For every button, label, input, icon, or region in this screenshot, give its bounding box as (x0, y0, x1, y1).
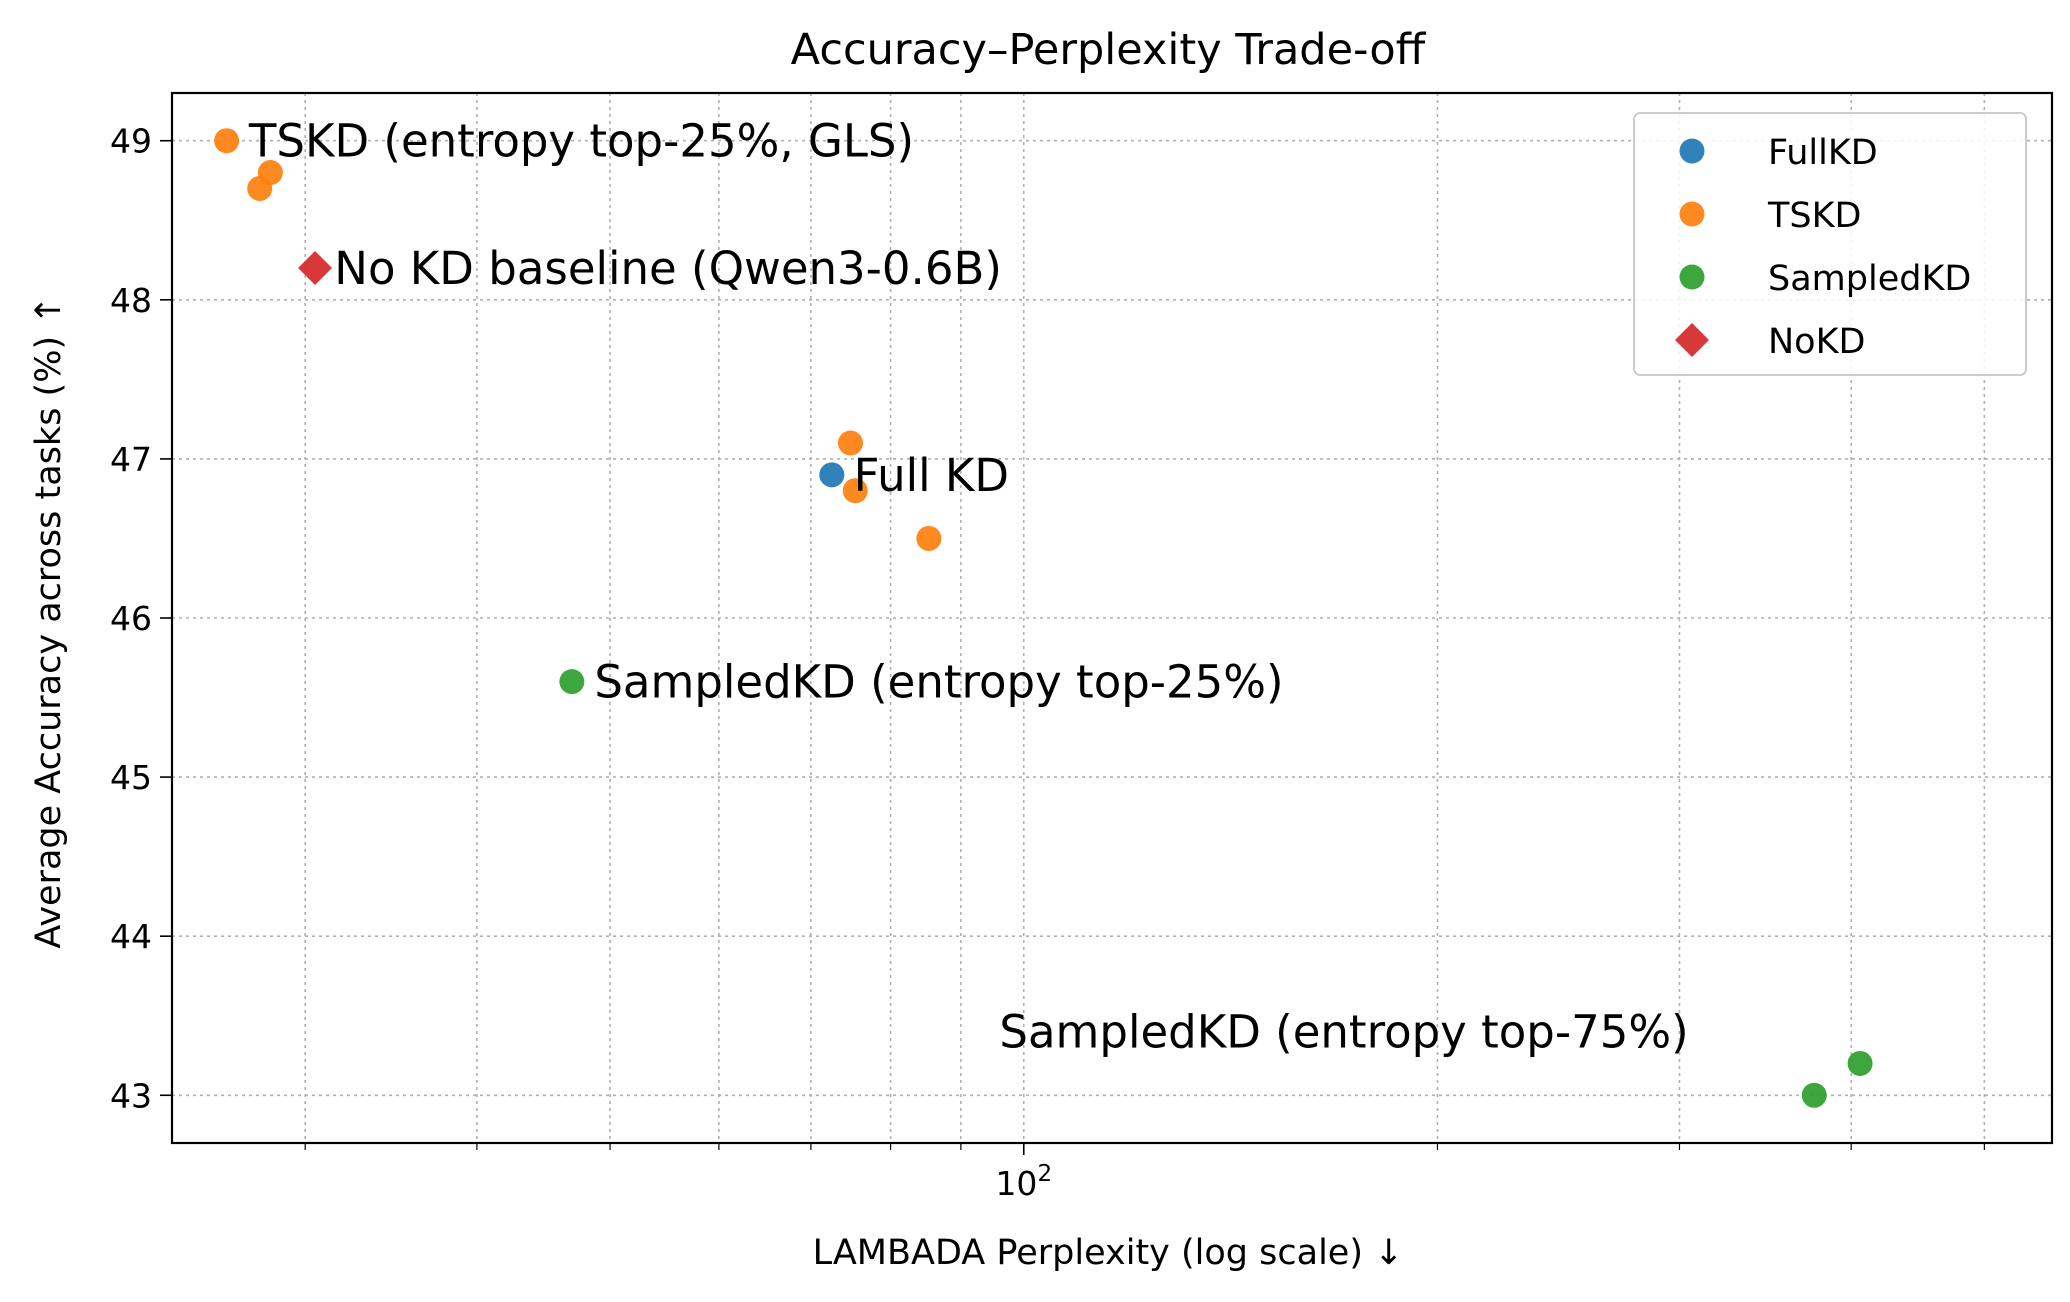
data-point (819, 462, 845, 488)
annotation-label: Full KD (854, 449, 1009, 502)
y-tick-label: 46 (110, 599, 152, 638)
data-point (247, 175, 273, 201)
y-tick-label: 45 (110, 758, 152, 797)
data-point (1801, 1082, 1827, 1108)
x-tick-label: 102 (995, 1161, 1052, 1203)
legend-marker (1679, 138, 1705, 164)
legend-marker (1679, 201, 1705, 227)
data-point (214, 128, 240, 154)
annotation-label: TSKD (entropy top-25%, GLS) (248, 115, 914, 168)
y-tick-label: 43 (110, 1076, 152, 1115)
x-axis-label: LAMBADA Perplexity (log scale) ↓ (813, 1233, 1404, 1273)
legend-label: FullKD (1768, 133, 1878, 173)
legend-box (1633, 112, 2027, 376)
legend: FullKD TSKD SampledKD NoKD (1633, 112, 2027, 376)
y-axis-label: Average Accuracy across tasks (%) ↑ (29, 295, 69, 948)
y-tick-label: 49 (110, 122, 152, 161)
legend-label: NoKD (1768, 322, 1866, 362)
annotations: TSKD (entropy top-25%, GLS) No KD baselin… (248, 115, 1689, 1059)
data-points (214, 128, 1873, 1108)
annotation-label: No KD baseline (Qwen3-0.6B) (334, 242, 1002, 295)
annotation-label: SampledKD (entropy top-75%) (999, 1006, 1688, 1059)
plot-frame (170, 91, 2054, 1145)
data-point (837, 430, 863, 456)
data-point (298, 251, 333, 285)
y-tick-label: 47 (110, 440, 152, 479)
y-tick-label: 44 (110, 917, 152, 956)
legend-label: TSKD (1767, 196, 1862, 236)
data-point (842, 478, 868, 504)
chart-title: Accuracy–Perplexity Trade-off (791, 25, 1427, 75)
legend-marker (1679, 264, 1705, 290)
annotation-label: SampledKD (entropy top-25%) (594, 656, 1283, 709)
data-point (916, 525, 942, 551)
legend-marker (1675, 323, 1709, 357)
legend-label: SampledKD (1768, 259, 1971, 299)
axis-ticks: 102 43 44 45 46 47 48 49 (110, 122, 1985, 1203)
data-point (559, 669, 585, 695)
data-point (1847, 1050, 1873, 1076)
y-tick-label: 48 (110, 281, 152, 320)
